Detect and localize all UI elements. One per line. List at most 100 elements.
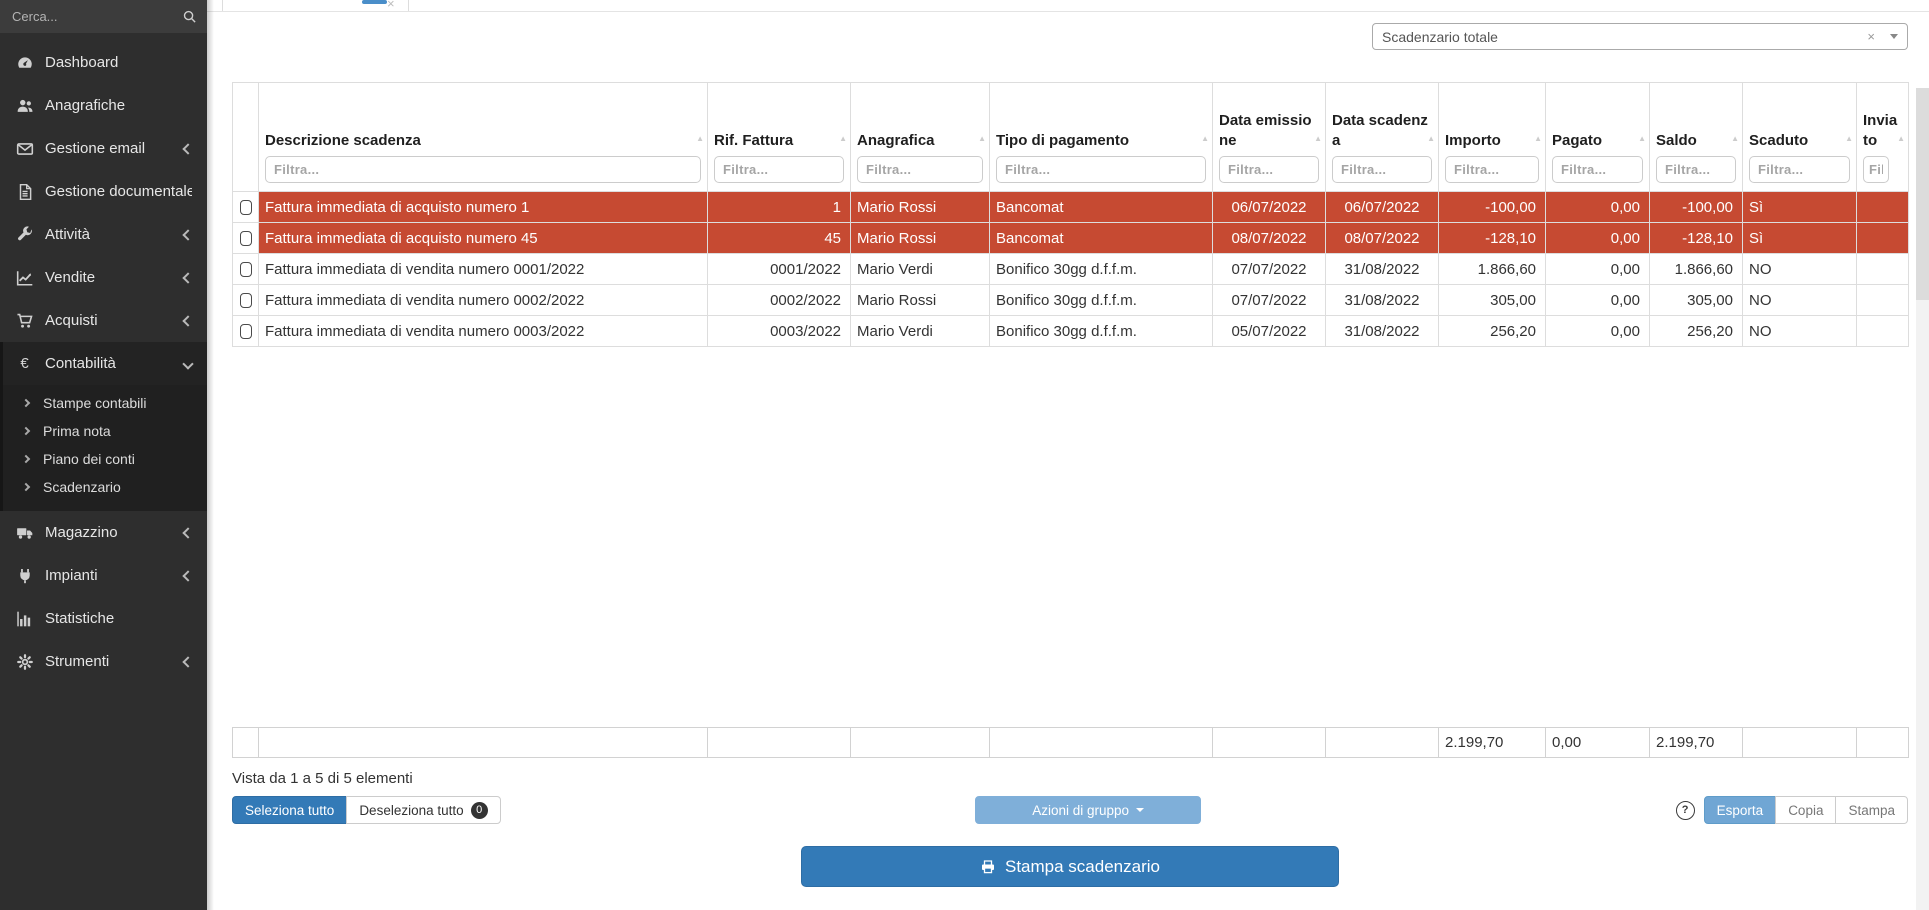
filter-input-desc[interactable] (265, 156, 701, 183)
group-actions-button[interactable]: Azioni di gruppo (975, 796, 1202, 824)
sidebar: Dashboard Anagrafiche Gestione email Gestio… (0, 0, 207, 910)
chevron-left-icon (182, 142, 194, 155)
chevron-right-icon (21, 426, 31, 436)
filter-input-inviato[interactable] (1863, 156, 1889, 183)
sort-icon: ▲ (839, 134, 847, 143)
filter-input-pagato[interactable] (1552, 156, 1643, 183)
column-header-tipo[interactable]: Tipo di pagamento ▲ (989, 82, 1213, 192)
sidebar-item-gestione-documentale[interactable]: Gestione documentale (0, 170, 207, 213)
cell-tipo: Bancomat (989, 191, 1213, 223)
table-row[interactable]: Fattura immediata di acquisto numero 45 4… (232, 222, 1909, 254)
filter-input-tipo[interactable] (996, 156, 1206, 183)
filter-input-saldo[interactable] (1656, 156, 1736, 183)
export-button[interactable]: Esporta (1703, 796, 1777, 824)
scrollbar-thumb[interactable] (1916, 88, 1929, 300)
column-header-emissione[interactable]: Data emissione ▲ (1212, 82, 1326, 192)
row-checkbox[interactable] (239, 293, 252, 309)
total-saldo: 2.199,70 (1649, 727, 1743, 758)
filter-input-importo[interactable] (1445, 156, 1539, 183)
caret-down-icon (1136, 808, 1145, 812)
print-schedule-row: Stampa scadenzario (232, 846, 1908, 887)
cell-anagrafica: Mario Rossi (850, 191, 990, 223)
column-header-inviato[interactable]: Inviato ▲ (1856, 82, 1909, 192)
submenu-item-label: Scadenzario (43, 479, 121, 495)
sidebar-item-gestione-email[interactable]: Gestione email (0, 127, 207, 170)
cell-tipo: Bonifico 30gg d.f.f.m. (989, 315, 1213, 347)
select-clear-icon[interactable]: × (1867, 29, 1875, 44)
cell-emissione: 07/07/2022 (1212, 253, 1326, 285)
submenu-item-stampe-contabili[interactable]: Stampe contabili (3, 389, 207, 417)
tab-close-icon[interactable]: × (387, 0, 395, 11)
cell-inviato (1856, 222, 1909, 254)
column-header-scaduto[interactable]: Scaduto ▲ (1742, 82, 1857, 192)
sidebar-item-statistiche[interactable]: Statistiche (0, 597, 207, 640)
filter-input-anagrafica[interactable] (857, 156, 983, 183)
row-checkbox[interactable] (239, 324, 252, 340)
column-label: Pagato (1552, 131, 1603, 149)
column-header-saldo[interactable]: Saldo ▲ (1649, 82, 1743, 192)
sidebar-item-strumenti[interactable]: Strumenti (0, 640, 207, 683)
column-header-importo[interactable]: Importo ▲ (1438, 82, 1546, 192)
cell-importo: 256,20 (1438, 315, 1546, 347)
column-header-rif[interactable]: Rif. Fattura ▲ (707, 82, 851, 192)
row-checkbox[interactable] (239, 262, 252, 278)
chart-line-icon (15, 269, 34, 287)
submenu-item-scadenzario[interactable]: Scadenzario (3, 473, 207, 501)
table-row[interactable]: Fattura immediata di vendita numero 0003… (232, 315, 1909, 347)
column-header-scadenza[interactable]: Data scadenza ▲ (1325, 82, 1439, 192)
cell-tipo: Bonifico 30gg d.f.f.m. (989, 253, 1213, 285)
filter-input-emissione[interactable] (1219, 156, 1319, 183)
total-empty-cell (989, 727, 1213, 758)
cell-importo: 1.866,60 (1438, 253, 1546, 285)
submenu-item-piano-dei-conti[interactable]: Piano dei conti (3, 445, 207, 473)
chevron-left-icon (182, 271, 194, 284)
row-checkbox[interactable] (239, 231, 252, 247)
column-header-pagato[interactable]: Pagato ▲ (1545, 82, 1650, 192)
vertical-scrollbar[interactable] (1916, 88, 1929, 910)
sidebar-item-anagrafiche[interactable]: Anagrafiche (0, 84, 207, 127)
print-schedule-button[interactable]: Stampa scadenzario (801, 846, 1339, 887)
cell-pagato: 0,00 (1545, 315, 1650, 347)
column-header-anagrafica[interactable]: Anagrafica ▲ (850, 82, 990, 192)
sidebar-menu: Dashboard Anagrafiche Gestione email Gestio… (0, 33, 207, 683)
chevron-left-icon (182, 526, 194, 539)
total-empty-cell (850, 727, 990, 758)
copy-button[interactable]: Copia (1775, 796, 1837, 824)
cell-pagato: 0,00 (1545, 284, 1650, 316)
sidebar-item-dashboard[interactable]: Dashboard (0, 41, 207, 84)
sidebar-item-contabilit-[interactable]: € Contabilità (3, 342, 207, 385)
search-icon[interactable] (182, 9, 197, 24)
total-importo: 2.199,70 (1438, 727, 1546, 758)
sidebar-item-impianti[interactable]: Impianti (0, 554, 207, 597)
table-row[interactable]: Fattura immediata di vendita numero 0001… (232, 253, 1909, 285)
printer-icon (980, 859, 996, 875)
sidebar-item-magazzino[interactable]: Magazzino (0, 511, 207, 554)
scadenzario-type-select[interactable]: Scadenzario totale × (1372, 23, 1908, 50)
select-all-button[interactable]: Seleziona tutto (232, 796, 348, 824)
cell-rif: 0001/2022 (707, 253, 851, 285)
sidebar-item-label: Impianti (45, 567, 98, 584)
chevron-right-icon (21, 398, 31, 408)
sidebar-item-label: Magazzino (45, 524, 118, 541)
table-row[interactable]: Fattura immediata di vendita numero 0002… (232, 284, 1909, 316)
cell-scadenza: 31/08/2022 (1325, 284, 1439, 316)
sidebar-item-attivit-[interactable]: Attività (0, 213, 207, 256)
filter-input-rif[interactable] (714, 156, 844, 183)
row-checkbox[interactable] (239, 200, 252, 216)
search-input[interactable] (10, 8, 176, 25)
column-label: Inviato (1863, 112, 1898, 149)
sort-icon: ▲ (1427, 134, 1435, 143)
sidebar-item-vendite[interactable]: Vendite (0, 256, 207, 299)
submenu-item-prima-nota[interactable]: Prima nota (3, 417, 207, 445)
filter-input-scadenza[interactable] (1332, 156, 1432, 183)
print-button[interactable]: Stampa (1835, 796, 1908, 824)
cell-anagrafica: Mario Verdi (850, 253, 990, 285)
cell-rif: 0002/2022 (707, 284, 851, 316)
sidebar-item-acquisti[interactable]: Acquisti (0, 299, 207, 342)
deselect-all-button[interactable]: Deseleziona tutto 0 (346, 796, 501, 824)
column-header-desc[interactable]: Descrizione scadenza ▲ (258, 82, 708, 192)
filter-input-scaduto[interactable] (1749, 156, 1850, 183)
cell-rif: 0003/2022 (707, 315, 851, 347)
help-icon[interactable]: ? (1675, 800, 1695, 820)
